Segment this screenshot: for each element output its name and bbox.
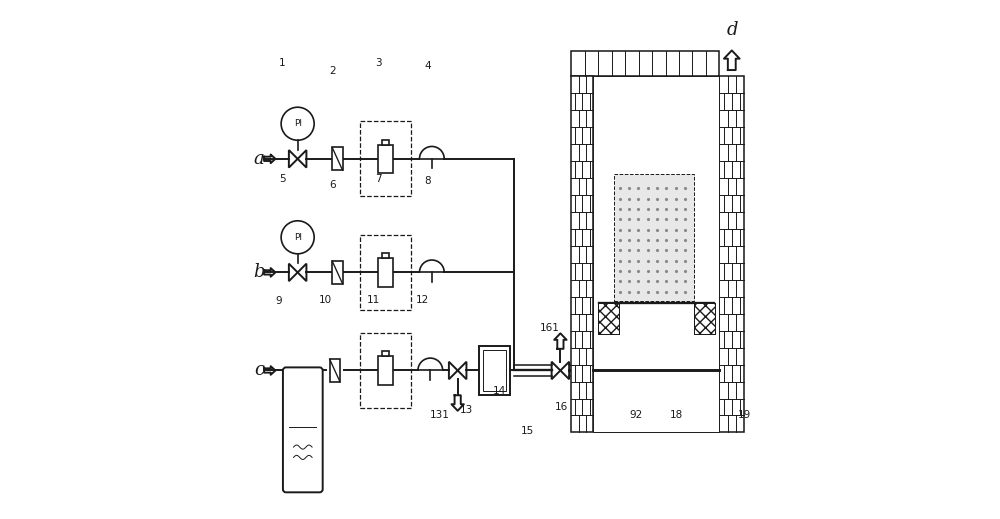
Bar: [360, 235, 411, 309]
Bar: [360, 333, 411, 407]
Bar: [598, 304, 619, 334]
Text: 4: 4: [424, 61, 431, 71]
Text: 14: 14: [492, 386, 506, 396]
Bar: [571, 76, 593, 432]
Bar: [360, 121, 411, 196]
Bar: [598, 304, 619, 334]
Text: 10: 10: [319, 295, 332, 305]
Text: c: c: [254, 362, 264, 379]
Text: 15: 15: [521, 426, 534, 436]
Bar: [719, 76, 744, 432]
Text: 12: 12: [416, 295, 429, 305]
Text: d: d: [727, 21, 739, 39]
Bar: [694, 304, 715, 334]
Text: 7: 7: [375, 174, 382, 184]
Text: 8: 8: [424, 176, 431, 186]
Bar: [332, 147, 343, 170]
Bar: [614, 174, 694, 301]
Text: 3: 3: [375, 58, 382, 69]
Text: 11: 11: [367, 295, 380, 305]
Text: 92: 92: [629, 411, 642, 420]
Bar: [593, 76, 719, 432]
Text: 9: 9: [276, 296, 282, 306]
Bar: [483, 350, 506, 391]
FancyBboxPatch shape: [283, 367, 323, 493]
Text: 18: 18: [670, 411, 683, 420]
Circle shape: [281, 221, 314, 254]
Text: PI: PI: [294, 119, 302, 128]
Bar: [378, 145, 393, 173]
Bar: [382, 351, 389, 356]
Text: PI: PI: [294, 233, 302, 242]
Text: b: b: [253, 264, 265, 281]
Bar: [378, 356, 393, 385]
Bar: [382, 140, 389, 145]
Text: 1: 1: [279, 58, 285, 69]
Bar: [378, 258, 393, 286]
Text: 161: 161: [540, 323, 560, 333]
Text: 131: 131: [430, 411, 450, 420]
Circle shape: [281, 107, 314, 140]
Text: 19: 19: [738, 411, 751, 420]
Text: 6: 6: [329, 180, 336, 189]
Bar: [694, 304, 715, 334]
Bar: [382, 253, 389, 258]
Bar: [571, 51, 719, 76]
Bar: [332, 261, 343, 284]
Text: 2: 2: [329, 66, 336, 76]
Text: 13: 13: [460, 405, 473, 415]
Text: a: a: [254, 150, 264, 168]
Text: 5: 5: [279, 174, 285, 184]
Bar: [479, 346, 510, 395]
Bar: [330, 359, 340, 382]
Text: 16: 16: [555, 402, 568, 412]
